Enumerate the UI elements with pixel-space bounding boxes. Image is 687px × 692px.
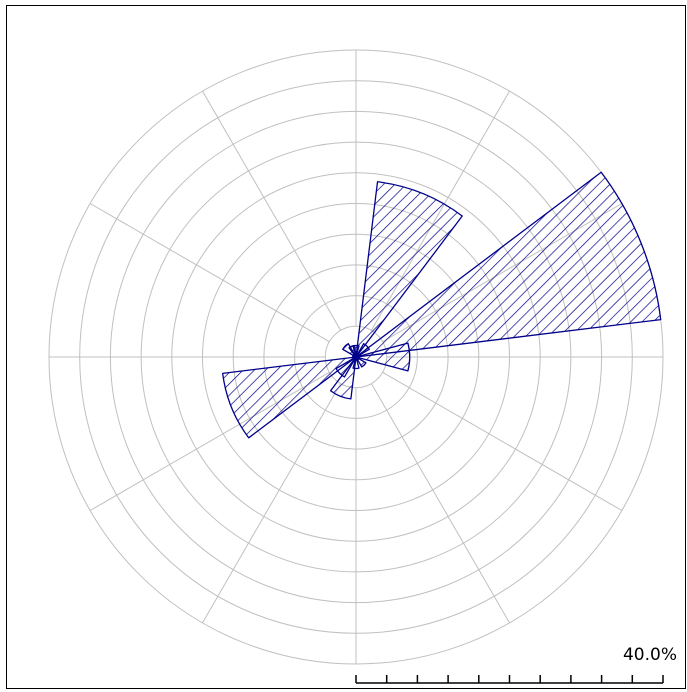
direction-petal <box>342 343 357 358</box>
grid-spoke <box>202 90 342 331</box>
direction-petals <box>222 171 662 439</box>
direction-petal <box>355 343 370 358</box>
direction-petal <box>355 171 662 358</box>
wind-rose-chart <box>48 49 664 684</box>
direction-petal <box>355 181 463 358</box>
polar-grid <box>48 49 664 665</box>
scale-label: 40.0% <box>622 645 677 665</box>
direction-petal <box>355 342 411 372</box>
wind-rose-panel: 40.0% <box>6 5 686 689</box>
center-dot <box>352 353 360 361</box>
grid-spoke <box>370 383 510 624</box>
scale-bar <box>355 675 664 684</box>
grid-spoke <box>382 371 623 511</box>
grid-spoke <box>89 203 330 343</box>
direction-petal <box>222 356 357 439</box>
grid-spoke <box>202 383 342 624</box>
